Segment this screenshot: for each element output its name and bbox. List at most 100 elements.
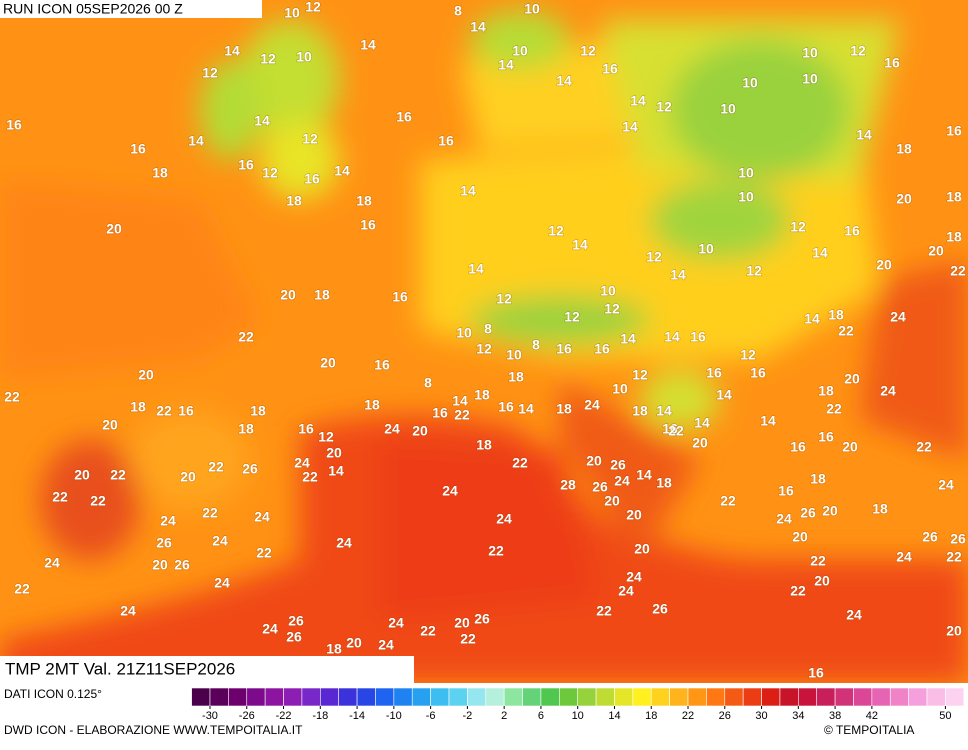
legend-swatch (834, 687, 854, 707)
temperature-label: 16 (392, 289, 408, 305)
legend-swatch (706, 687, 726, 707)
temperature-label: 26 (652, 601, 668, 617)
legend-tick-label: -2 (462, 710, 472, 722)
legend-tick-label: 22 (682, 710, 694, 722)
temperature-label: 14 (460, 183, 476, 199)
temperature-label: 12 (656, 99, 672, 115)
temperature-label: 14 (694, 415, 710, 431)
temperature-label: 22 (208, 459, 224, 475)
temperature-label: 12 (476, 341, 492, 357)
temperature-label: 20 (74, 467, 90, 483)
legend-swatch (669, 687, 689, 707)
temperature-label: 20 (586, 453, 602, 469)
temperature-label: 22 (420, 623, 436, 639)
temperature-label: 20 (320, 355, 336, 371)
temperature-label: 24 (890, 309, 906, 325)
temperature-label: 16 (778, 483, 794, 499)
legend-swatch (614, 687, 634, 707)
temperature-label: 14 (498, 57, 514, 73)
temperature-label: 12 (318, 429, 334, 445)
temperature-label: 8 (532, 337, 540, 353)
legend-tick-label: 42 (866, 710, 878, 722)
temperature-label: 20 (280, 287, 296, 303)
legend-swatch (356, 687, 376, 707)
legend-tick-label: -14 (349, 710, 365, 722)
temperature-label: 12 (740, 347, 756, 363)
legend-tick-label: -30 (202, 710, 218, 722)
legend-swatch (540, 687, 560, 707)
temperature-label: 22 (90, 493, 106, 509)
legend-swatch (338, 687, 358, 707)
temperature-label: 22 (238, 329, 254, 345)
temperature-label: 18 (286, 193, 302, 209)
temperature-label: 24 (388, 615, 404, 631)
temperature-label: 14 (518, 401, 534, 417)
legend-swatch (632, 687, 652, 707)
temperature-label: 10 (296, 49, 312, 65)
temperature-label: 20 (634, 541, 650, 557)
temperature-label: 24 (584, 397, 600, 413)
temperature-label: 18 (152, 165, 168, 181)
temperature-label: 10 (284, 5, 300, 21)
legend-tick-label: 18 (645, 710, 657, 722)
color-legend: -30 -26 -22 -18 -14 -10 -6 -2 2 6 10 14 18 22 26 30 34 38… (191, 687, 965, 722)
temperature-label: 12 (305, 0, 321, 15)
temperature-label: 12 (548, 223, 564, 239)
temperature-label: 14 (630, 93, 646, 109)
temperature-label: 22 (52, 489, 68, 505)
temperature-label: 12 (790, 219, 806, 235)
temperature-label: 26 (156, 535, 172, 551)
temperature-label: 18 (238, 421, 254, 437)
legend-swatch (503, 687, 523, 707)
temperature-label: 12 (202, 65, 218, 81)
legend-swatch (742, 687, 762, 707)
temperature-label: 14 (670, 267, 686, 283)
temperature-label: 16 (818, 429, 834, 445)
legend-swatch (393, 687, 413, 707)
temperature-label: 16 (790, 439, 806, 455)
temperature-label: 18 (364, 397, 380, 413)
legend-swatch (779, 687, 799, 707)
temperature-label: 14 (636, 467, 652, 483)
temperature-label: 14 (556, 73, 572, 89)
legend-tick-label: 30 (755, 710, 767, 722)
temperature-label: 22 (826, 401, 842, 417)
temperature-label: 20 (844, 371, 860, 387)
temperature-label: 24 (294, 455, 310, 471)
temperature-label: 18 (356, 193, 372, 209)
temperature-label: 14 (334, 163, 350, 179)
legend-tick-label: 10 (572, 710, 584, 722)
temperature-label: 20 (822, 503, 838, 519)
legend-swatch (650, 687, 670, 707)
field-title: TMP 2MT Val. 21Z11SEP2026 (5, 659, 235, 678)
temperature-label: 16 (844, 223, 860, 239)
legend-tick-label: 38 (829, 710, 841, 722)
legend-tick-label: -22 (276, 710, 292, 722)
temperature-label: 20 (326, 445, 342, 461)
temperature-label: 14 (470, 19, 486, 35)
temperature-label: 22 (302, 469, 318, 485)
temperature-label: 18 (476, 437, 492, 453)
temperature-label: 24 (896, 549, 912, 565)
legend-swatch (411, 687, 431, 707)
temperature-label: 16 (946, 123, 962, 139)
temperature-label: 10 (738, 165, 754, 181)
temperature-label: 24 (496, 511, 512, 527)
temperature-label: 10 (698, 241, 714, 257)
temperature-label: 22 (512, 455, 528, 471)
legend-tick-label: 26 (719, 710, 731, 722)
temperature-label: 18 (810, 471, 826, 487)
temperature-label: 10 (802, 45, 818, 61)
temperature-label: 8 (424, 375, 432, 391)
legend-swatch (853, 687, 873, 707)
run-title: RUN ICON 05SEP2026 00 Z (3, 1, 183, 17)
temperature-label: 16 (432, 405, 448, 421)
temperature-label: 14 (716, 387, 732, 403)
temperature-label: 10 (612, 381, 628, 397)
temperature-label: 12 (580, 43, 596, 59)
temperature-label: 24 (212, 533, 228, 549)
field-box (0, 656, 414, 683)
source-label: DATI ICON 0.125° (4, 687, 102, 701)
temperature-label: 26 (592, 479, 608, 495)
temperature-label: 24 (336, 535, 352, 551)
